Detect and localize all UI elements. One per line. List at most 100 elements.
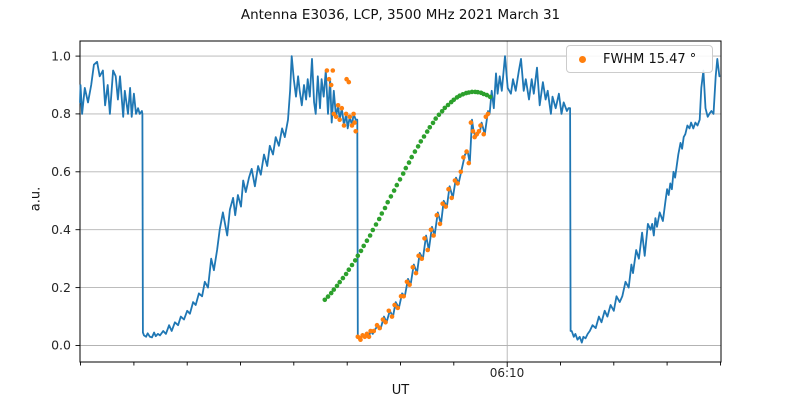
series-point-FWHM 15.47 ° [339, 105, 345, 111]
series-point-gaussian-fit [331, 287, 337, 292]
series-point-gaussian-fit [424, 129, 430, 134]
series-point-gaussian-fit [367, 233, 373, 238]
series-point-gaussian-fit [418, 139, 424, 144]
series-point-FWHM 15.47 ° [455, 181, 460, 186]
series-point-gaussian-fit [322, 297, 328, 303]
series-point-gaussian-fit [334, 283, 340, 289]
series-point-FWHM 15.47 ° [446, 186, 451, 192]
series-point-gaussian-fit [361, 243, 367, 249]
series-point-FWHM 15.47 ° [377, 325, 383, 331]
legend-label: FWHM 15.47 ° [603, 51, 697, 67]
series-point-gaussian-fit [400, 171, 406, 176]
series-point-FWHM 15.47 ° [351, 111, 356, 117]
series-point-gaussian-fit [343, 271, 349, 277]
series-point-gaussian-fit [352, 258, 358, 263]
series-point-FWHM 15.47 ° [464, 149, 469, 154]
series-point-gaussian-fit [337, 279, 343, 285]
series-point-FWHM 15.47 ° [419, 256, 425, 262]
series-point-gaussian-fit [421, 134, 427, 139]
series-point-gaussian-fit [412, 149, 418, 154]
series-point-gaussian-fit [409, 154, 415, 160]
series-point-gaussian-fit [364, 238, 370, 243]
series-point-FWHM 15.47 ° [337, 117, 343, 122]
series-point-FWHM 15.47 ° [335, 103, 341, 108]
series-point-FWHM 15.47 ° [425, 247, 431, 253]
chart-title: Antenna E3036, LCP, 3500 MHz 2021 March … [240, 7, 561, 23]
series-point-gaussian-fit [397, 177, 403, 182]
series-point-gaussian-fit [349, 262, 355, 268]
series-point-FWHM 15.47 ° [437, 221, 443, 227]
series-point-FWHM 15.47 ° [458, 169, 464, 175]
series-point-gaussian-fit [382, 205, 388, 211]
series-point-FWHM 15.47 ° [386, 308, 392, 314]
series-point-FWHM 15.47 ° [461, 155, 466, 160]
series-point-gaussian-fit [451, 97, 457, 103]
series-point-gaussian-fit [373, 222, 379, 227]
series-point-FWHM 15.47 ° [374, 322, 380, 328]
series-point-FWHM 15.47 ° [416, 253, 421, 259]
y-tick-label: 0.2 [51, 280, 71, 295]
series-point-FWHM 15.47 ° [341, 123, 347, 128]
series-point-FWHM 15.47 ° [407, 282, 412, 288]
series-point-gaussian-fit [439, 109, 445, 114]
y-axis-label: a.u. [28, 186, 44, 212]
series-point-FWHM 15.47 ° [404, 279, 410, 285]
series-point-gaussian-fit [355, 253, 361, 259]
series-point-FWHM 15.47 ° [395, 305, 401, 311]
series-point-FWHM 15.47 ° [366, 334, 372, 340]
series-point-gaussian-fit [403, 165, 409, 171]
series-point-FWHM 15.47 ° [478, 123, 483, 128]
series-point-FWHM 15.47 ° [333, 114, 339, 120]
series-point-FWHM 15.47 ° [401, 294, 407, 299]
series-point-gaussian-fit [436, 112, 442, 118]
series-point-FWHM 15.47 ° [371, 328, 377, 334]
series-point-gaussian-fit [370, 227, 376, 233]
series-point-FWHM 15.47 ° [352, 120, 357, 125]
series-point-FWHM 15.47 ° [440, 201, 445, 206]
series-point-FWHM 15.47 ° [347, 114, 353, 120]
y-tick-label: 1.0 [51, 48, 71, 63]
series-point-gaussian-fit [445, 102, 451, 108]
y-tick-label: 0.0 [51, 338, 71, 353]
series-point-FWHM 15.47 ° [481, 131, 487, 137]
series-point-FWHM 15.47 ° [470, 129, 476, 134]
series-point-FWHM 15.47 ° [434, 212, 440, 218]
series-point-FWHM 15.47 ° [452, 178, 458, 183]
series-point-FWHM 15.47 ° [324, 68, 330, 73]
series-point-gaussian-fit [325, 294, 331, 299]
legend-box: FWHM 15.47 ° [566, 45, 713, 73]
series-point-gaussian-fit [385, 199, 391, 205]
series-point-gaussian-fit [358, 248, 364, 254]
series-point-FWHM 15.47 ° [413, 270, 419, 276]
y-tick-label: 0.4 [51, 222, 71, 237]
series-point-FWHM 15.47 ° [428, 227, 434, 232]
series-point-FWHM 15.47 ° [476, 129, 482, 134]
x-tick-label: 06:10 [489, 366, 525, 380]
series-point-FWHM 15.47 ° [449, 195, 455, 201]
series-point-gaussian-fit [376, 216, 382, 222]
series-point-gaussian-fit [340, 275, 346, 281]
series-point-gaussian-fit [469, 89, 475, 95]
y-tick-label: 0.6 [51, 164, 71, 179]
series-point-FWHM 15.47 ° [468, 120, 474, 125]
series-point-FWHM 15.47 ° [466, 160, 472, 166]
series-point-FWHM 15.47 ° [392, 302, 397, 308]
x-axis-label: UT [391, 383, 410, 398]
series-point-FWHM 15.47 ° [328, 82, 334, 88]
series-point-FWHM 15.47 ° [431, 233, 436, 238]
series-point-FWHM 15.47 ° [358, 337, 363, 343]
series-point-FWHM 15.47 ° [330, 68, 336, 73]
plot-spines [79, 40, 722, 363]
series-point-gaussian-fit [406, 160, 412, 165]
series-point-gaussian-fit [379, 211, 385, 216]
series-point-FWHM 15.47 ° [343, 111, 349, 117]
series-point-FWHM 15.47 ° [383, 320, 388, 325]
series-point-FWHM 15.47 ° [410, 265, 416, 270]
series-point-gaussian-fit [346, 267, 352, 273]
series-point-gaussian-fit [487, 94, 493, 100]
series-point-FWHM 15.47 ° [353, 129, 359, 134]
series-point-gaussian-fit [430, 120, 436, 126]
series-point-FWHM 15.47 ° [346, 79, 352, 85]
